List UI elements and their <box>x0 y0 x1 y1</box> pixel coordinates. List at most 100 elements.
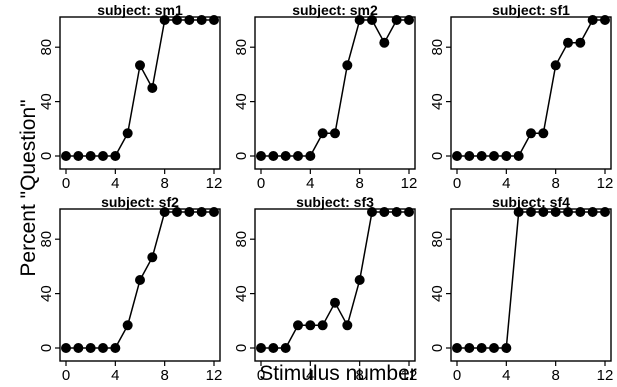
panel-5: subject: sf3 0 4 8 12 0 40 80 <box>233 194 417 384</box>
data-point <box>135 275 145 285</box>
panel-title: subject: sf3 <box>296 194 374 210</box>
data-point <box>379 207 390 217</box>
data-point <box>501 151 512 161</box>
plot-frame <box>59 208 221 362</box>
x-tick-label: 4 <box>306 367 314 384</box>
data-point <box>587 15 598 25</box>
y-tick-label: 0 <box>429 344 446 352</box>
x-tick-label: 12 <box>401 367 418 384</box>
data-point <box>98 151 108 161</box>
data-point <box>550 207 561 217</box>
data-point <box>476 151 487 161</box>
data-point <box>538 128 549 139</box>
panel-title: subject: sm2 <box>292 2 378 18</box>
data-point <box>184 207 195 217</box>
series-line <box>261 211 409 349</box>
panel-3: subject: sf1 0 4 8 12 0 40 80 <box>429 2 613 192</box>
data-point <box>184 15 195 25</box>
data-point <box>147 83 158 93</box>
y-tick-label: 80 <box>233 39 250 56</box>
data-point <box>256 151 266 161</box>
data-point <box>526 128 536 139</box>
data-point <box>159 15 170 25</box>
data-point <box>209 15 219 25</box>
data-point <box>379 37 390 48</box>
x-tick-label: 0 <box>453 367 461 384</box>
panel-title: subject: sf1 <box>492 2 570 18</box>
data-point <box>404 207 414 217</box>
panel-1: subject: sm1 0 4 8 12 0 40 80 <box>38 2 222 192</box>
data-point <box>538 207 549 217</box>
data-point <box>600 207 610 217</box>
data-point <box>147 252 158 263</box>
data-point <box>563 37 573 48</box>
data-point <box>464 343 475 353</box>
x-tick-label: 8 <box>551 175 559 192</box>
data-point <box>85 343 96 353</box>
data-point <box>61 343 71 353</box>
x-tick-label: 0 <box>257 367 265 384</box>
x-tick-label: 8 <box>355 367 363 384</box>
data-point <box>85 151 96 161</box>
y-tick-label: 40 <box>38 93 55 110</box>
data-point <box>489 343 499 353</box>
data-point <box>135 60 145 71</box>
data-point <box>464 151 475 161</box>
data-point <box>476 343 487 353</box>
data-point <box>268 151 279 161</box>
data-point <box>513 207 524 217</box>
data-point <box>122 320 133 331</box>
x-tick-label: 12 <box>206 367 223 384</box>
y-tick-label: 80 <box>429 39 446 56</box>
data-point <box>452 343 462 353</box>
data-point <box>305 151 316 161</box>
data-point <box>575 37 586 48</box>
y-tick-label: 40 <box>38 285 55 302</box>
y-tick-label: 0 <box>429 152 446 160</box>
x-tick-label: 8 <box>355 175 363 192</box>
x-tick-label: 8 <box>160 175 168 192</box>
data-point <box>367 207 377 217</box>
x-tick-label: 4 <box>111 175 119 192</box>
data-point <box>305 320 316 331</box>
y-tick-label: 80 <box>38 231 55 248</box>
data-point <box>367 15 377 25</box>
x-tick-label: 4 <box>502 367 510 384</box>
x-axis-title: Stimulus number <box>259 362 417 385</box>
panel-4: subject: sf2 0 4 8 12 0 40 80 <box>38 194 222 384</box>
data-point <box>342 60 353 71</box>
data-point <box>587 207 598 217</box>
data-point <box>575 207 586 217</box>
data-point <box>293 151 303 161</box>
data-point <box>526 207 536 217</box>
y-tick-label: 40 <box>233 93 250 110</box>
data-point <box>452 151 462 161</box>
data-point <box>563 207 573 217</box>
y-axis-title: Percent "Question" <box>17 99 40 276</box>
y-tick-label: 80 <box>233 231 250 248</box>
y-tick-label: 0 <box>233 152 250 160</box>
data-point <box>513 151 524 161</box>
plot-frame <box>254 16 416 170</box>
x-tick-label: 0 <box>453 175 461 192</box>
x-tick-label: 12 <box>206 175 223 192</box>
data-point <box>172 15 182 25</box>
x-tick-label: 4 <box>306 175 314 192</box>
data-point <box>280 151 291 161</box>
series-line <box>457 211 605 349</box>
data-point <box>61 151 71 161</box>
data-point <box>122 128 133 139</box>
panel-title: subject: sm1 <box>97 2 183 18</box>
data-point <box>73 343 84 353</box>
y-tick-label: 80 <box>38 39 55 56</box>
data-point <box>293 320 303 331</box>
x-tick-label: 4 <box>111 367 119 384</box>
panel-title: subject: sf2 <box>101 194 179 210</box>
data-point <box>110 151 121 161</box>
data-point <box>354 275 365 285</box>
series-line <box>66 19 214 157</box>
data-point <box>391 15 402 25</box>
plot-frame <box>450 16 612 170</box>
